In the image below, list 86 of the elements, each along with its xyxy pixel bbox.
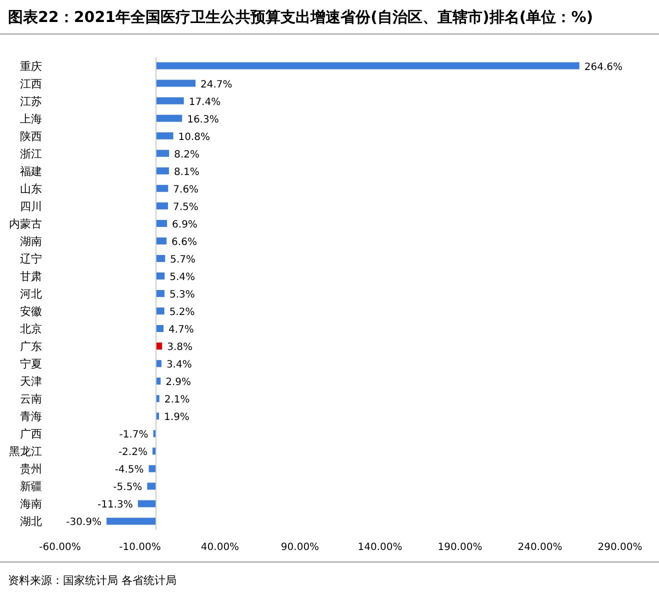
- y-tick-label: 湖北: [20, 515, 42, 528]
- y-tick-label: 辽宁: [20, 252, 42, 266]
- bar: [138, 500, 156, 508]
- data-label: 6.9%: [172, 219, 198, 230]
- y-tick-label: 北京: [20, 322, 42, 336]
- y-tick-label: 福建: [20, 164, 42, 178]
- data-label: 5.2%: [169, 307, 195, 318]
- bar: [156, 167, 169, 174]
- data-label: 16.3%: [187, 114, 219, 126]
- y-tick-label: 新疆: [20, 480, 42, 494]
- data-label: -30.9%: [66, 517, 102, 528]
- bar: [156, 342, 162, 350]
- y-tick-label: 四川: [20, 200, 42, 213]
- y-tick-label: 青海: [20, 410, 42, 424]
- bar: [156, 202, 168, 210]
- bar: [156, 325, 164, 332]
- y-tick-label: 湖南: [20, 234, 42, 248]
- bar: [156, 290, 164, 297]
- bar: [156, 80, 196, 87]
- data-label: 6.6%: [172, 236, 197, 248]
- data-label: -1.7%: [119, 430, 148, 441]
- data-label: -11.3%: [98, 500, 133, 511]
- y-tick-label: 江苏: [20, 94, 42, 108]
- data-label: 1.9%: [164, 412, 190, 424]
- bar: [156, 114, 182, 122]
- bar: [156, 360, 162, 368]
- bar: [156, 184, 168, 192]
- y-tick-label: 河北: [20, 288, 42, 300]
- y-tick-label: 广西: [20, 428, 42, 441]
- y-tick-label: 重庆: [20, 60, 42, 73]
- data-label: 5.3%: [169, 290, 195, 300]
- data-label: 10.8%: [178, 132, 210, 143]
- x-tick-label: 290.00%: [598, 542, 642, 553]
- y-tick-label: 陕西: [20, 130, 42, 143]
- y-tick-label: 广东: [20, 340, 42, 354]
- y-tick-label: 山东: [20, 182, 42, 196]
- data-label: -5.5%: [113, 482, 142, 494]
- bar: [148, 465, 156, 472]
- y-tick-label: 上海: [20, 112, 42, 126]
- data-label: 17.4%: [188, 96, 221, 108]
- bar: [106, 518, 156, 525]
- bar: [147, 482, 156, 490]
- y-tick-label: 安徽: [20, 305, 42, 318]
- x-tick-label: 40.00%: [200, 542, 240, 553]
- bar: [156, 237, 167, 244]
- data-label: 8.1%: [174, 166, 200, 178]
- y-tick-label: 黑龙江: [9, 445, 42, 458]
- bar: [156, 254, 166, 262]
- title: 图表22：2021年全国医疗卫生公共预算支出增速省份(自治区、直辖市)排名(单位：%): [8, 8, 594, 26]
- data-label: 8.2%: [174, 149, 200, 160]
- data-label: -2.2%: [118, 447, 148, 458]
- data-label: 7.6%: [173, 184, 199, 196]
- x-tick-label: -10.00%: [119, 542, 161, 553]
- x-tick-label: 90.00%: [280, 542, 320, 553]
- y-tick-label: 浙江: [20, 147, 42, 160]
- y-tick-label: 宁夏: [20, 358, 42, 371]
- data-label: 7.5%: [173, 202, 198, 213]
- data-label: 2.1%: [164, 394, 190, 406]
- bar: [156, 220, 168, 227]
- bar: [156, 97, 184, 104]
- y-tick-label: 天津: [20, 375, 42, 388]
- bar: [156, 308, 164, 315]
- y-tick-label: 云南: [20, 392, 42, 406]
- data-label: 4.7%: [168, 324, 194, 336]
- x-tick-label: 190.00%: [438, 542, 482, 553]
- y-tick-label: 甘肃: [20, 270, 42, 283]
- data-label: 264.6%: [584, 62, 622, 73]
- y-tick-label: 内蒙古: [9, 217, 42, 230]
- bar: [156, 132, 174, 140]
- y-tick-label: 江西: [20, 77, 42, 90]
- x-tick-label: 140.00%: [358, 542, 402, 553]
- text: 资料来源：国家统计局 各省统计局: [8, 574, 176, 587]
- data-label: 5.7%: [170, 254, 196, 266]
- data-label: 2.9%: [166, 377, 192, 388]
- x-tick-label: 240.00%: [518, 542, 562, 553]
- bar: [156, 272, 165, 280]
- bar: [156, 150, 170, 157]
- data-label: 5.4%: [170, 272, 196, 283]
- data-label: 24.7%: [200, 79, 232, 90]
- bar: [156, 62, 580, 70]
- data-label: 3.8%: [167, 342, 192, 354]
- data-label: -4.5%: [114, 464, 144, 476]
- y-tick-label: 贵州: [20, 462, 42, 476]
- y-tick-label: 海南: [20, 498, 42, 511]
- data-label: 3.4%: [166, 360, 192, 371]
- x-tick-label: -60.00%: [39, 542, 81, 553]
